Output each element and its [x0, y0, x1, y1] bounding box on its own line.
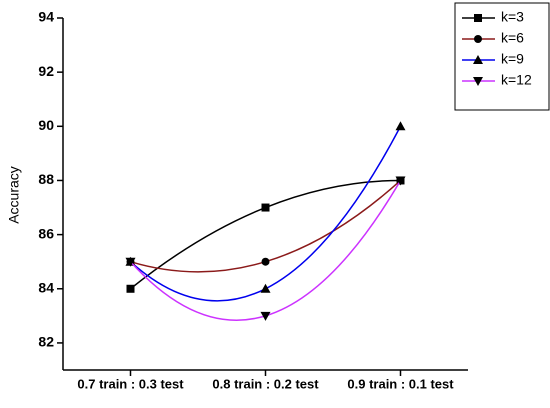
marker: [473, 77, 483, 86]
marker: [473, 55, 483, 64]
legend-label: k=3: [501, 9, 524, 25]
marker: [474, 35, 482, 43]
y-tick-label: 86: [38, 225, 54, 241]
marker: [260, 311, 271, 321]
legend-box: [454, 2, 550, 111]
y-axis-title: Accuracy: [6, 166, 22, 224]
series-line: [130, 179, 401, 290]
y-tick-label: 94: [38, 9, 54, 25]
marker: [260, 283, 271, 293]
marker: [261, 257, 270, 266]
x-tick-label: 0.9 train : 0.1 test: [347, 376, 454, 391]
marker: [125, 257, 136, 267]
marker: [126, 284, 135, 293]
legend-label: k=12: [501, 72, 532, 88]
x-tick-label: 0.8 train : 0.2 test: [212, 376, 319, 391]
marker: [395, 121, 406, 131]
x-tick-label: 0.7 train : 0.3 test: [77, 376, 184, 391]
marker: [261, 203, 270, 212]
series-line: [129, 180, 402, 321]
y-tick-label: 90: [38, 117, 54, 133]
y-tick-label: 82: [38, 334, 54, 350]
y-tick-label: 84: [38, 279, 54, 295]
y-tick-label: 92: [38, 63, 54, 79]
marker: [395, 176, 406, 186]
y-tick-label: 88: [38, 171, 54, 187]
marker: [474, 14, 482, 22]
legend-label: k=9: [501, 51, 524, 67]
legend-label: k=6: [501, 30, 524, 46]
